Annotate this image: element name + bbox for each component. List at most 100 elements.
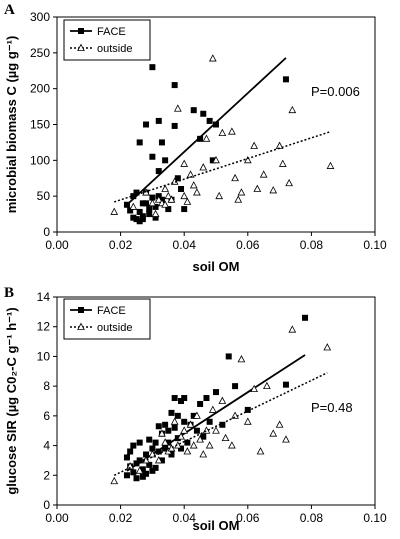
legend-label-outside: outside [97,43,132,55]
data-point-FACE [143,470,150,477]
legend-marker-outside [77,43,85,51]
data-point-outside [129,202,138,210]
y-tick-label: 50 [37,189,51,203]
data-point-outside [196,435,204,443]
x-axis-title: soil OM [193,259,240,274]
data-point-FACE [136,218,143,225]
data-point-outside [228,127,236,135]
series-FACE [123,57,289,225]
y-tick-label: 2 [43,468,50,482]
x-tick-label: 0.06 [236,511,260,525]
legend: FACE outside [63,298,151,340]
data-point-FACE [190,107,197,114]
data-point-FACE [171,424,178,431]
data-point-outside [237,355,246,363]
x-axis-title: soil OM [193,518,240,533]
data-point-FACE [168,451,175,458]
data-point-FACE [149,467,156,474]
data-point-FACE [133,475,140,482]
data-point-outside [288,105,297,114]
y-tick-label: 100 [30,153,50,167]
x-tick-label: 0.04 [173,238,197,252]
data-point-FACE [143,451,150,458]
data-point-outside [158,429,166,437]
data-point-FACE [171,395,178,402]
data-point-outside [161,200,169,208]
data-point-outside [186,420,195,428]
trendline-FACE [126,57,287,206]
data-point-FACE [155,117,162,124]
legend-label-FACE: FACE [97,26,126,38]
data-point-FACE [139,216,146,223]
data-point-outside [189,181,198,189]
data-point-outside [170,417,179,425]
data-point-outside [151,209,160,217]
data-point-outside [177,432,185,440]
plot-frame [56,296,376,506]
p-value-annotation: P=0.006 [311,84,360,99]
data-point-outside [126,462,135,470]
data-point-outside [164,191,173,200]
chart-panel-A: A 0.00 0.02 0.04 0.06 0.08 0.10 0 50 100 150 200 250… [4,2,387,274]
data-point-FACE [133,216,140,223]
data-point-outside [256,447,265,455]
chart-panel-B: B 0.00 0.02 0.04 0.06 0.08 0.10 0 2 4 6 8 10 12 14 soil… [4,285,387,533]
x-tick-label: 0.04 [173,511,197,525]
data-point-FACE [209,157,216,164]
data-point-FACE [152,464,159,471]
data-point-FACE [213,121,219,128]
data-point-outside [154,456,163,464]
data-point-FACE [130,193,137,200]
x-tick-label: 0.00 [45,511,69,525]
data-point-outside [205,441,214,449]
data-point-FACE [130,469,137,476]
data-point-FACE [155,168,162,175]
data-point-FACE [181,395,188,402]
p-value-annotation: P=0.48 [311,400,353,415]
data-point-FACE [162,421,169,428]
data-point-outside [154,195,163,203]
data-point-FACE [190,412,197,419]
data-point-FACE [200,110,207,117]
data-point-FACE [162,445,169,452]
data-point-FACE [282,381,289,388]
x-tick-label: 0.06 [236,238,260,252]
trendline-FACE [126,354,306,472]
data-point-outside [110,207,119,215]
data-point-FACE [123,201,130,208]
data-point-FACE [174,412,181,419]
data-point-FACE [174,175,181,182]
data-point-FACE [171,82,178,89]
data-point-FACE [149,445,156,452]
x-tick-label: 0.00 [45,238,69,252]
y-tick-label: 200 [30,82,50,96]
data-point-FACE [130,214,137,221]
data-point-FACE [181,206,188,213]
trendline-outside [113,372,328,476]
data-point-outside [202,134,211,142]
data-point-FACE [146,436,153,443]
data-point-FACE [165,206,172,213]
data-point-FACE [136,208,143,215]
data-point-outside [215,191,224,200]
data-point-outside [183,447,192,455]
data-point-outside [231,411,239,419]
trendline-outside [114,130,331,203]
data-point-outside [180,426,189,434]
data-point-outside [180,191,189,200]
data-point-outside [180,159,189,167]
legend-label-outside: outside [97,322,132,334]
data-point-FACE [136,457,143,464]
data-point-outside [288,325,297,333]
data-point-FACE [213,389,219,396]
data-point-FACE [158,457,165,464]
data-point-FACE [149,194,156,201]
y-tick-label: 250 [30,46,50,60]
data-point-outside [148,198,157,207]
data-point-FACE [127,448,134,455]
y-tick-label: 8 [43,379,50,393]
data-point-FACE [136,439,143,446]
series-outside [110,325,332,485]
data-point-FACE [244,406,251,413]
legend-box [63,298,151,340]
